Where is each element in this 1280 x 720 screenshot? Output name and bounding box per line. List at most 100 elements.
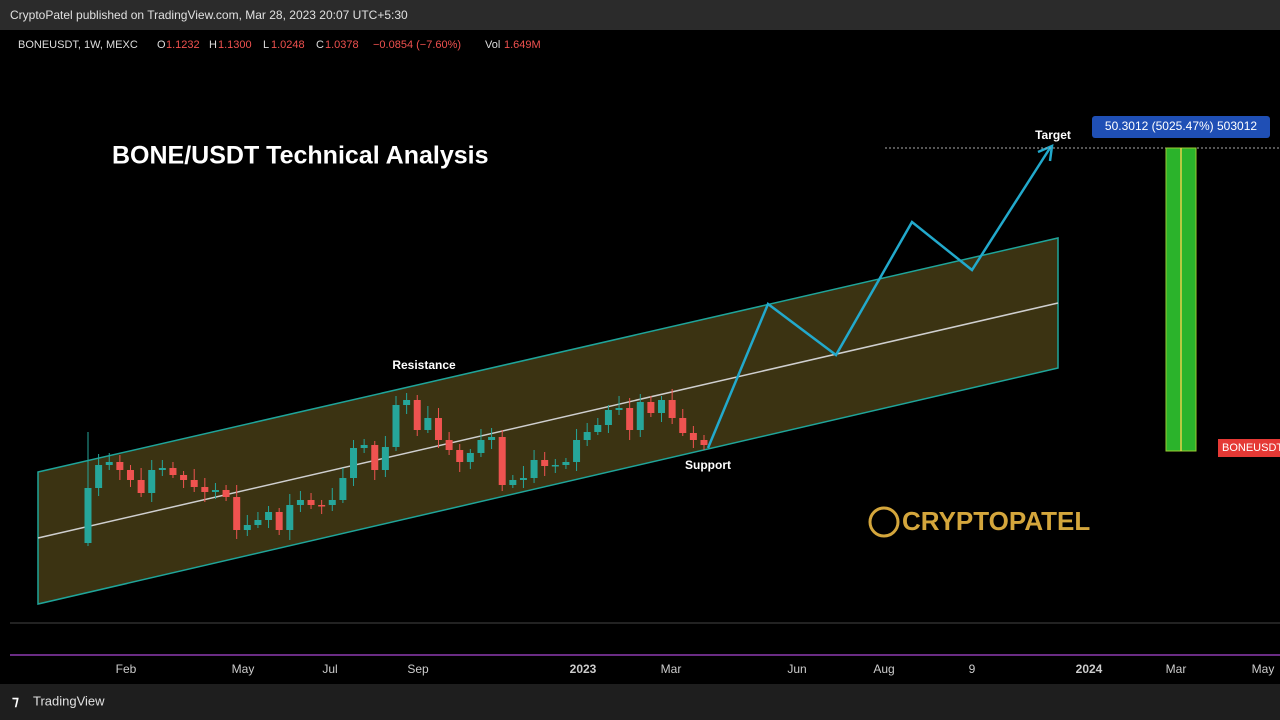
watermark: CRYPTOPATEL	[868, 506, 1090, 538]
label: L	[263, 39, 269, 51]
candle-body	[413, 400, 421, 430]
x-tick-label: 2023	[570, 662, 597, 676]
candle-body	[360, 445, 368, 448]
candle-body	[328, 500, 336, 505]
candle-body	[254, 520, 262, 525]
candle-body	[604, 410, 612, 425]
candle-body	[371, 445, 379, 470]
x-tick-label: Feb	[116, 662, 137, 676]
value: 1.1300	[218, 39, 252, 51]
candle-body	[636, 402, 644, 430]
candle-body	[339, 478, 347, 500]
candle-body	[148, 470, 156, 493]
candle-body	[116, 462, 124, 470]
x-tick-label: Jul	[322, 662, 337, 676]
value: −0.0854 (−7.60%)	[373, 39, 461, 51]
candle-body	[105, 462, 113, 465]
candle-body	[498, 437, 506, 485]
arrow-head	[1037, 143, 1054, 162]
value: 1.1232	[166, 39, 200, 51]
candle-body	[126, 470, 134, 480]
value: 1.0378	[325, 39, 359, 51]
candle-body	[626, 408, 634, 430]
label: O	[157, 39, 166, 51]
candle-body	[519, 478, 527, 480]
value: 1.649M	[504, 39, 541, 51]
header-text: CryptoPatel published on TradingView.com…	[10, 8, 408, 22]
candles	[84, 389, 708, 546]
candle-body	[169, 468, 177, 475]
channel-midline	[37, 302, 1059, 539]
candle-body	[381, 447, 389, 470]
x-tick-label: 2024	[1076, 662, 1103, 676]
x-tick-label: May	[232, 662, 255, 676]
candle-body	[477, 440, 485, 453]
x-tick-label: May	[1252, 662, 1275, 676]
label: H	[209, 39, 217, 51]
candle-body	[509, 480, 517, 485]
x-tick-label: Mar	[661, 662, 682, 676]
candle-body	[488, 437, 496, 440]
candle-body	[265, 512, 273, 520]
footer-bar	[0, 684, 1280, 720]
candle-body	[668, 400, 676, 418]
candle-body	[350, 448, 358, 478]
target-label: Target	[1035, 128, 1071, 142]
header-bar	[0, 0, 1280, 30]
candle-body	[573, 440, 581, 462]
price-tag-text: BONEUSDT	[1222, 442, 1280, 454]
candle-body	[211, 490, 219, 492]
label: Vol	[485, 39, 500, 51]
footer-logo: ⁊	[12, 693, 19, 709]
resistance-label: Resistance	[392, 358, 456, 372]
watermark-text: CRYPTOPATEL	[902, 506, 1090, 536]
chart-title: BONE/USDT Technical Analysis	[112, 142, 489, 170]
candle-body	[403, 400, 411, 405]
candle-body	[307, 500, 315, 505]
candle-body	[689, 433, 697, 440]
ohlc-legend: BONEUSDT, 1W, MEXC O 1.1232 H 1.1300 L 1…	[18, 39, 541, 51]
candle-body	[286, 505, 294, 530]
candle-body	[201, 487, 209, 492]
candle-body	[700, 440, 708, 445]
candle-body	[296, 500, 304, 505]
candle-body	[551, 465, 559, 467]
x-tick-label: Mar	[1166, 662, 1187, 676]
candle-body	[158, 468, 166, 470]
candle-body	[84, 488, 92, 543]
label: C	[316, 39, 324, 51]
candle-body	[180, 475, 188, 480]
candle-body	[615, 408, 623, 410]
target-box-text: 50.3012 (5025.47%) 503012	[1105, 119, 1257, 133]
candle-body	[318, 505, 326, 507]
candle-body	[137, 480, 145, 493]
footer-text: TradingView	[33, 693, 105, 708]
candle-body	[275, 512, 283, 530]
candle-body	[679, 418, 687, 433]
candle-body	[190, 480, 198, 487]
x-axis: Feb May Jul Sep 2023 Mar Jun Aug 9 2024 Mar May	[116, 662, 1275, 676]
candle-body	[392, 405, 400, 447]
candle-body	[541, 460, 549, 466]
candle-body	[445, 440, 453, 450]
candle-body	[243, 525, 251, 530]
candle-body	[222, 490, 230, 497]
candle-body	[658, 400, 666, 413]
candle-body	[466, 453, 474, 462]
value: 1.0248	[271, 39, 305, 51]
candle-body	[583, 432, 591, 440]
candle-body	[456, 450, 464, 462]
x-tick-label: Sep	[407, 662, 429, 676]
x-tick-label: Aug	[873, 662, 894, 676]
target-box	[1092, 116, 1270, 138]
candle-body	[95, 465, 103, 488]
candle-body	[647, 402, 655, 413]
price-tag	[1218, 439, 1280, 457]
candle-body	[594, 425, 602, 432]
projection-path	[706, 147, 1052, 449]
candle-body	[530, 460, 538, 478]
x-tick-label: 9	[969, 662, 976, 676]
candle-body	[434, 418, 442, 440]
x-tick-label: Jun	[787, 662, 806, 676]
